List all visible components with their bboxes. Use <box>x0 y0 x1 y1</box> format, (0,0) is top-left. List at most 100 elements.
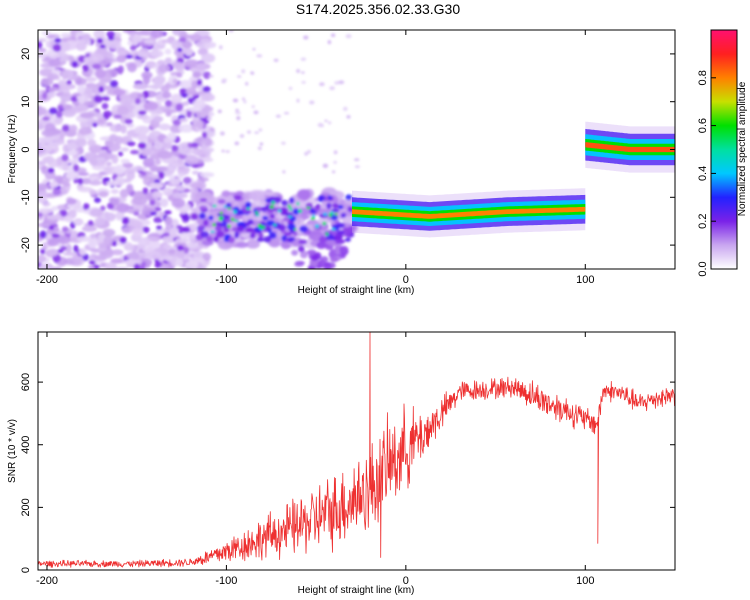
spectrogram-cell <box>174 143 189 153</box>
spectrogram-cell <box>122 30 135 34</box>
spectrogram-cell <box>283 111 290 115</box>
spectrogram-cell <box>108 40 122 49</box>
spectrogram-cell <box>260 206 268 212</box>
spectrogram-cell <box>38 183 50 190</box>
spectrogram-cell <box>161 39 171 44</box>
spectrogram-cell <box>77 172 90 177</box>
spectrogram-cell <box>327 121 332 125</box>
spectrogram-cell <box>254 131 259 134</box>
spectrogram-cell <box>99 248 114 259</box>
spectrogram-cell <box>236 225 245 232</box>
y-tick-label: 400 <box>20 436 32 454</box>
spectrogram-cell <box>199 197 208 203</box>
spectrogram-cell <box>331 228 336 231</box>
spectrogram-cell <box>98 86 105 93</box>
spectrogram-cell <box>79 111 95 119</box>
spectrogram-cell <box>65 243 72 254</box>
spectrogram-cell <box>354 165 360 169</box>
spectrogram-cell <box>89 157 98 167</box>
spectrogram-cell <box>250 71 254 75</box>
spectrogram-cell <box>287 204 291 208</box>
spectrogram-cell <box>158 64 171 73</box>
spectrogram-cell <box>257 223 262 228</box>
spectrogram-cell <box>246 207 251 210</box>
spectrogram-cell <box>235 108 239 112</box>
spectrogram-cell <box>96 116 107 126</box>
spectrogram-cell <box>38 191 49 198</box>
spectrogram-y-label: Frequency (Hz) <box>7 115 18 184</box>
spectrogram-cell <box>183 90 200 96</box>
spectrogram-cell <box>259 142 264 146</box>
spectrogram-cell <box>77 186 93 193</box>
spectrogram-cell <box>296 68 301 74</box>
spectrogram-cell <box>121 226 132 234</box>
spectrogram-cell <box>208 215 214 221</box>
spectrogram-cell <box>162 91 172 99</box>
spectrogram-cell <box>215 230 225 238</box>
spectrogram-cell <box>129 45 137 51</box>
spectrogram-cell <box>249 232 256 239</box>
spectrogram-cell <box>42 201 51 207</box>
y-tick-label: 0 <box>20 146 32 152</box>
spectrogram-cell <box>306 206 311 210</box>
spectrogram-cell <box>203 41 217 49</box>
spectrogram-cell <box>68 149 78 156</box>
spectrogram-cell <box>241 97 246 101</box>
spectrogram-cell <box>342 106 348 112</box>
spectrogram-cell <box>182 47 194 55</box>
spectrogram-cell <box>300 57 307 61</box>
spectrogram-cell <box>179 118 189 123</box>
spectrogram-cell <box>341 216 353 224</box>
spectrogram-blobs <box>38 30 360 269</box>
spectrogram-cell <box>38 40 43 49</box>
spectrogram-cell <box>176 72 183 78</box>
spectrogram-cell <box>88 239 98 249</box>
spectrogram-cell <box>322 163 329 168</box>
spectrogram-cell <box>170 39 181 50</box>
spectrogram-cell <box>120 124 127 134</box>
spectrogram-cell <box>82 64 89 72</box>
spectrogram-cell <box>169 227 179 234</box>
spectrogram-cell <box>149 199 156 206</box>
spectrogram-cell <box>47 91 57 96</box>
spectrogram-cell <box>69 106 84 114</box>
spectrogram-cell <box>46 238 60 247</box>
spectrogram-cell <box>81 225 98 232</box>
spectrogram-cell <box>198 212 206 220</box>
spectrogram-cell <box>299 250 308 259</box>
spectrogram-cell <box>324 119 328 123</box>
spectrogram-cell <box>171 198 186 208</box>
spectrogram-cell <box>191 80 198 89</box>
spectrogram-cell <box>314 224 320 228</box>
spectrogram-cell <box>219 131 225 136</box>
spectrogram-cell <box>309 100 315 105</box>
spectrogram-cell <box>153 216 162 223</box>
spectrogram-cell <box>38 124 45 131</box>
spectrogram-cell <box>235 241 249 248</box>
spectrogram-cell <box>327 195 333 201</box>
spectrogram-cell <box>256 206 262 212</box>
spectrogram-cell <box>62 251 79 257</box>
spectrogram-cell <box>233 194 242 201</box>
spectrogram-cell <box>182 176 192 184</box>
spectrogram-cell <box>200 157 214 163</box>
spectrogram-cell <box>164 48 172 55</box>
spectrogram-cell <box>38 161 47 166</box>
spectrogram-cell <box>205 93 211 99</box>
snr-plot <box>38 332 675 568</box>
spectrogram-cell <box>122 162 134 169</box>
spectrogram-cell <box>256 237 265 242</box>
spectrogram-cell <box>107 35 115 41</box>
spectrogram-cell <box>137 49 150 58</box>
spectrogram-cell <box>114 266 129 269</box>
spectrogram-cell <box>130 149 139 155</box>
spectrogram-cell <box>180 232 192 238</box>
spectrogram-image <box>38 30 675 269</box>
spectrogram-cell <box>65 171 80 180</box>
colorbar-tick-label: 0.2 <box>697 214 709 229</box>
spectrogram-cell <box>119 236 127 244</box>
spectrogram-cell <box>88 175 99 180</box>
spectrogram-cell <box>127 62 137 73</box>
spectrogram-cell <box>253 110 259 115</box>
spectrogram-cell <box>104 262 117 269</box>
